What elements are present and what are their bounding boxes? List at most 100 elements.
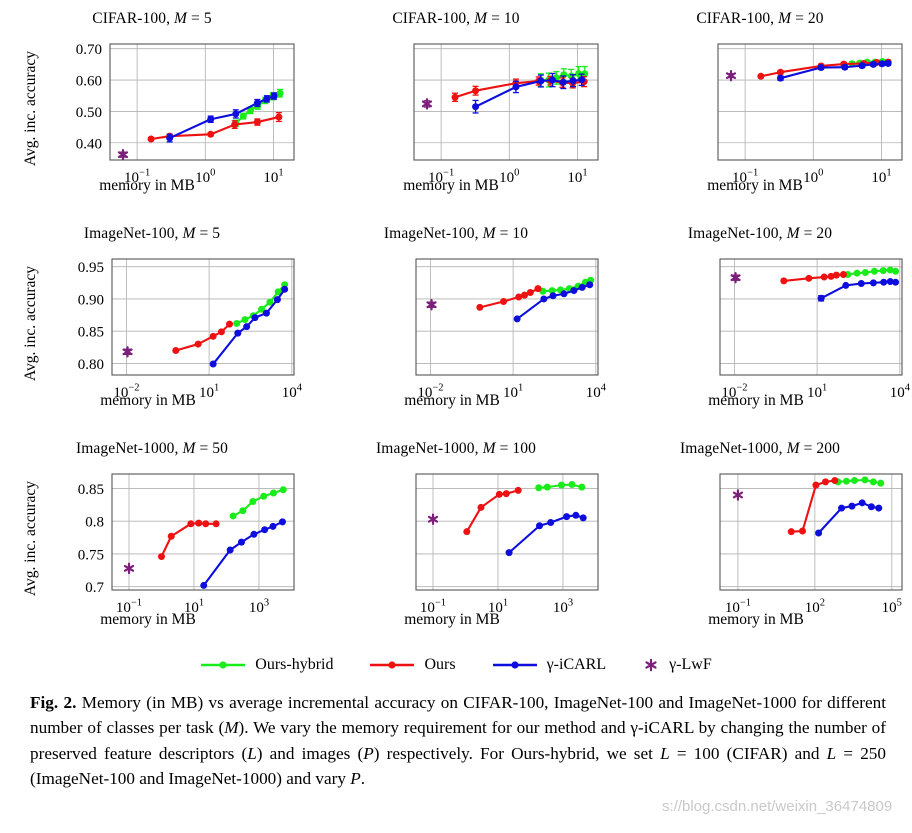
series-0 bbox=[834, 476, 885, 487]
series-2 bbox=[505, 511, 587, 557]
svg-text:0.7: 0.7 bbox=[85, 580, 104, 596]
series-0 bbox=[844, 266, 900, 278]
x-axis-label: memory in MB bbox=[404, 611, 500, 628]
x-axis-label: memory in MB bbox=[707, 177, 803, 194]
legend-label: γ-LwF bbox=[669, 656, 712, 673]
gridlines bbox=[112, 259, 294, 375]
svg-text:0.95: 0.95 bbox=[78, 260, 104, 276]
series-2 bbox=[166, 92, 278, 143]
svg-text:0.70: 0.70 bbox=[76, 42, 102, 58]
legend-line-marker bbox=[201, 661, 246, 669]
x-axis-label: memory in MB bbox=[708, 611, 804, 628]
legend-line-marker bbox=[492, 661, 537, 669]
legend-label: Ours bbox=[424, 656, 456, 673]
subplot-cifar100-m20: CIFAR-100, M = 20 memory in MB 10−1 100 101 bbox=[608, 8, 912, 223]
plot-area-imagenet1000-m200: 10−1 102 105 bbox=[719, 473, 903, 616]
x-axis-label: memory in MB bbox=[100, 392, 196, 409]
subplot-imagenet1000-m50: ImageNet-1000, M = 50 Avg. inc. accuracy m… bbox=[0, 438, 304, 653]
svg-text:0.50: 0.50 bbox=[76, 105, 102, 121]
plot-area-imagenet100-m10: 10−2 101 104 bbox=[415, 258, 607, 401]
series-2 bbox=[776, 59, 892, 82]
legend-label: Ours-hybrid bbox=[255, 656, 334, 673]
figure-legend: Ours-hybrid Ours γ-iCARL γ-LwF bbox=[0, 648, 912, 682]
legend-item-0[interactable]: Ours-hybrid bbox=[200, 656, 369, 674]
legend-star-marker bbox=[645, 658, 657, 672]
series-0 bbox=[229, 486, 287, 520]
series-1 bbox=[787, 477, 839, 536]
subplot-title: CIFAR-100, M = 10 bbox=[392, 10, 520, 27]
series-2 bbox=[513, 281, 594, 323]
subplot-imagenet1000-m200: ImageNet-1000, M = 200 memory in MB 10−1 10… bbox=[608, 438, 912, 653]
subplot-cifar100-m5: CIFAR-100, M = 5 Avg. inc. accuracy memory… bbox=[0, 8, 304, 223]
subplot-imagenet1000-m100: ImageNet-1000, M = 100 memory in MB 10−1 10… bbox=[304, 438, 608, 653]
series-3 bbox=[117, 148, 129, 161]
subplot-title: ImageNet-100, M = 10 bbox=[383, 225, 529, 242]
gridlines bbox=[414, 44, 598, 160]
plot-area-imagenet1000-m100: 10−1 101 103 bbox=[415, 473, 599, 616]
subplot-imagenet100-m20: ImageNet-100, M = 20 memory in MB 10−2 101 1… bbox=[608, 223, 912, 438]
gridlines bbox=[110, 44, 294, 160]
figure-caption: Fig. 2. Memory (in MB) vs average increm… bbox=[30, 690, 886, 791]
series-2 bbox=[209, 285, 289, 368]
series-0 bbox=[233, 281, 289, 327]
subplot-title: ImageNet-1000, M = 200 bbox=[680, 440, 840, 457]
subplot-title: CIFAR-100, M = 5 bbox=[92, 10, 212, 27]
svg-text:0.90: 0.90 bbox=[78, 292, 104, 308]
series-2 bbox=[200, 518, 286, 589]
svg-text:0.85: 0.85 bbox=[78, 325, 104, 341]
legend-item-3[interactable]: γ-LwF bbox=[642, 656, 712, 674]
subplot-title: ImageNet-1000, M = 100 bbox=[376, 440, 536, 457]
gridlines bbox=[720, 474, 902, 590]
series-1 bbox=[172, 320, 234, 355]
subplot-imagenet100-m5: ImageNet-100, M = 5 Avg. inc. accuracy mem… bbox=[0, 223, 304, 438]
series-0 bbox=[535, 480, 586, 492]
svg-text:0.80: 0.80 bbox=[78, 357, 104, 373]
series-2 bbox=[815, 499, 883, 537]
series-3 bbox=[426, 299, 437, 311]
watermark-text: s://blog.csdn.net/weixin_36474809 bbox=[662, 798, 893, 815]
series-2 bbox=[817, 278, 900, 302]
plot-area-imagenet100-m20: 10−2 101 104 bbox=[719, 258, 911, 401]
series-3 bbox=[730, 271, 741, 284]
series-2 bbox=[472, 72, 586, 114]
series-3 bbox=[122, 346, 133, 358]
y-axis-label: Avg. inc. accuracy bbox=[22, 265, 39, 381]
series-3 bbox=[732, 489, 744, 501]
series-3 bbox=[725, 69, 737, 82]
series-3 bbox=[421, 98, 433, 110]
subplot-imagenet100-m10: ImageNet-100, M = 10 memory in MB 10−2 101 1… bbox=[304, 223, 608, 438]
legend-line-marker bbox=[370, 661, 415, 669]
svg-text:0.40: 0.40 bbox=[76, 136, 102, 152]
legend-item-1[interactable]: Ours bbox=[369, 656, 491, 674]
legend-item-2[interactable]: γ-iCARL bbox=[492, 656, 643, 674]
series-1 bbox=[463, 486, 522, 536]
svg-text:0.75: 0.75 bbox=[78, 547, 104, 563]
x-axis-label: memory in MB bbox=[708, 392, 804, 409]
subplot-title: ImageNet-100, M = 5 bbox=[83, 225, 221, 242]
legend-label: γ-iCARL bbox=[546, 656, 607, 673]
series-3 bbox=[123, 562, 135, 575]
x-axis-label: memory in MB bbox=[100, 611, 196, 628]
subplot-title: CIFAR-100, M = 20 bbox=[696, 10, 824, 27]
caption-label: Fig. 2. bbox=[30, 693, 77, 712]
x-axis-label: memory in MB bbox=[99, 177, 195, 194]
y-axis-label: Avg. inc. accuracy bbox=[22, 50, 39, 166]
series-1 bbox=[157, 519, 220, 561]
x-axis-label: memory in MB bbox=[403, 177, 499, 194]
x-axis-label: memory in MB bbox=[404, 392, 500, 409]
subplot-grid: CIFAR-100, M = 5 Avg. inc. accuracy memory… bbox=[0, 8, 912, 653]
series-1 bbox=[780, 270, 847, 285]
series-3 bbox=[427, 513, 439, 525]
caption-text: Memory (in MB) vs average incremental ac… bbox=[30, 693, 886, 788]
plot-area-cifar100-m10: 10−1 100 101 bbox=[413, 43, 599, 186]
subplot-cifar100-m10: CIFAR-100, M = 10 memory in MB 10−1 100 101 bbox=[304, 8, 608, 223]
series-1 bbox=[476, 285, 542, 311]
subplot-title: ImageNet-1000, M = 50 bbox=[75, 440, 229, 457]
gridlines bbox=[416, 259, 598, 375]
svg-text:0.60: 0.60 bbox=[76, 74, 102, 90]
gridlines bbox=[718, 44, 902, 160]
